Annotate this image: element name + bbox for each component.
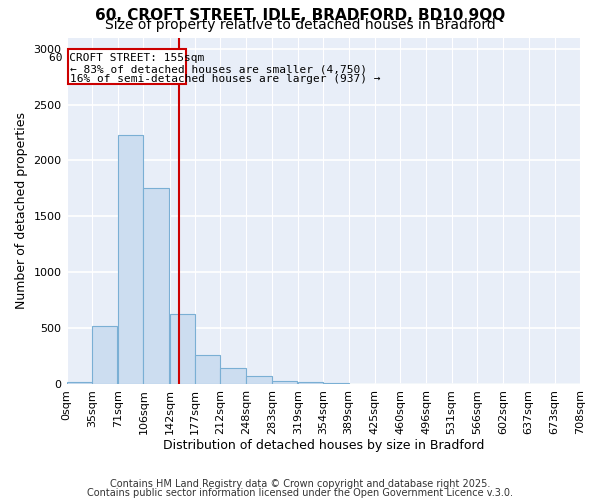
Text: Contains public sector information licensed under the Open Government Licence v.: Contains public sector information licen… bbox=[87, 488, 513, 498]
Text: Contains HM Land Registry data © Crown copyright and database right 2025.: Contains HM Land Registry data © Crown c… bbox=[110, 479, 490, 489]
Y-axis label: Number of detached properties: Number of detached properties bbox=[15, 112, 28, 309]
Bar bbox=[195, 355, 220, 384]
Text: Size of property relative to detached houses in Bradford: Size of property relative to detached ho… bbox=[104, 18, 496, 32]
Bar bbox=[118, 134, 143, 384]
Text: 16% of semi-detached houses are larger (937) →: 16% of semi-detached houses are larger (… bbox=[70, 74, 380, 85]
Text: 60, CROFT STREET, IDLE, BRADFORD, BD10 9QQ: 60, CROFT STREET, IDLE, BRADFORD, BD10 9… bbox=[95, 8, 505, 22]
FancyBboxPatch shape bbox=[68, 48, 186, 84]
Bar bbox=[170, 314, 195, 384]
Text: 60 CROFT STREET: 155sqm: 60 CROFT STREET: 155sqm bbox=[49, 53, 205, 63]
Bar bbox=[92, 326, 118, 384]
Bar bbox=[298, 382, 323, 384]
Bar bbox=[67, 382, 92, 384]
X-axis label: Distribution of detached houses by size in Bradford: Distribution of detached houses by size … bbox=[163, 440, 484, 452]
Bar bbox=[220, 368, 245, 384]
Text: ← 83% of detached houses are smaller (4,750): ← 83% of detached houses are smaller (4,… bbox=[70, 65, 367, 75]
Bar bbox=[143, 188, 169, 384]
Bar bbox=[272, 380, 297, 384]
Bar bbox=[247, 376, 272, 384]
